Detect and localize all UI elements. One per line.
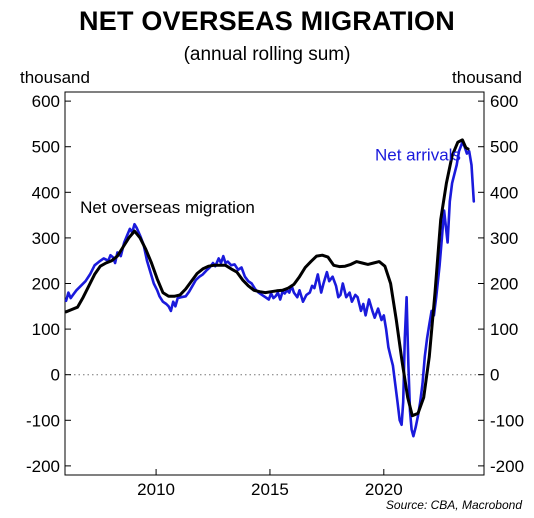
left-y-tick-label: -200 bbox=[26, 457, 60, 476]
left-y-tick-label: 0 bbox=[51, 366, 60, 385]
right-y-tick-label: 0 bbox=[490, 366, 499, 385]
right-y-tick-label: -100 bbox=[490, 411, 524, 430]
x-tick-label: 2015 bbox=[251, 480, 289, 499]
left-axis-unit-label: thousand bbox=[20, 68, 90, 87]
chart-subtitle: (annual rolling sum) bbox=[183, 44, 351, 65]
left-y-tick-label: 500 bbox=[32, 138, 60, 157]
net-arrivals-series-line bbox=[64, 140, 476, 438]
right-y-tick-label: -200 bbox=[490, 457, 524, 476]
source-note: Source: CBA, Macrobond bbox=[385, 498, 522, 512]
net-overseas-migration-series-line bbox=[64, 138, 470, 418]
left-y-tick-label: 400 bbox=[32, 183, 60, 202]
right-y-tick-label: 500 bbox=[490, 138, 518, 157]
left-y-tick-label: 200 bbox=[32, 275, 60, 294]
right-y-tick-label: 300 bbox=[490, 229, 518, 248]
left-y-tick-label: 600 bbox=[32, 92, 60, 111]
net-arrivals-label: Net arrivals bbox=[375, 145, 461, 164]
right-y-tick-label: 100 bbox=[490, 320, 518, 339]
x-tick-label: 2010 bbox=[137, 480, 175, 499]
right-y-tick-label: 600 bbox=[490, 92, 518, 111]
left-y-tick-label: 100 bbox=[32, 320, 60, 339]
x-tick-label: 2020 bbox=[365, 480, 403, 499]
chart-title: NET OVERSEAS MIGRATION bbox=[79, 6, 455, 36]
right-axis-unit-label: thousand bbox=[452, 68, 522, 87]
left-y-tick-label: -100 bbox=[26, 411, 60, 430]
right-y-tick-label: 400 bbox=[490, 183, 518, 202]
left-y-tick-label: 300 bbox=[32, 229, 60, 248]
net-overseas-migration-label: Net overseas migration bbox=[80, 198, 255, 217]
right-y-tick-label: 200 bbox=[490, 275, 518, 294]
